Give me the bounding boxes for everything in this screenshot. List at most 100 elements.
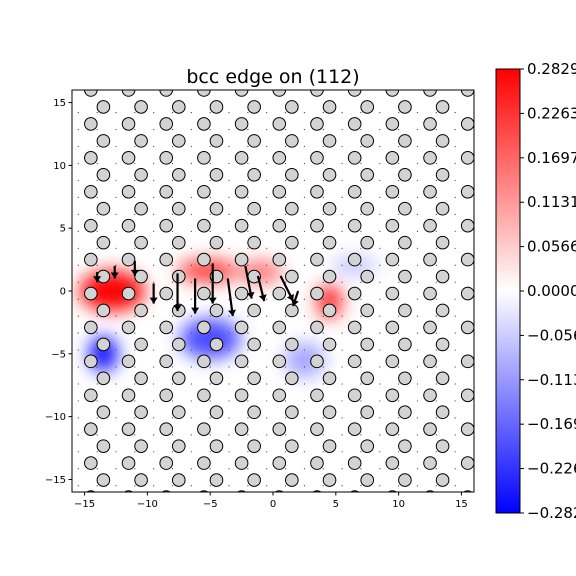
field-dot	[266, 196, 268, 199]
field-dot	[341, 417, 343, 419]
field-dot	[416, 128, 419, 131]
atom-marker	[234, 354, 249, 369]
field-dot	[341, 468, 343, 470]
field-dot	[209, 281, 211, 283]
atom-marker	[473, 172, 474, 178]
atom-marker	[272, 320, 287, 335]
colorbar-ticks: 0.2829 0.2263 0.1697 0.1131 0.0566 0.0000 −0.0…	[520, 60, 576, 522]
field-dot	[209, 162, 211, 165]
atom-marker	[423, 286, 437, 301]
field-dot	[247, 162, 249, 165]
field-dot	[416, 485, 419, 487]
atom-marker	[272, 117, 287, 131]
atom-marker	[96, 303, 111, 318]
field-dot	[379, 434, 381, 436]
atom-marker	[134, 235, 148, 250]
field-dot	[77, 451, 79, 453]
atom-marker	[234, 456, 249, 470]
field-dot	[247, 145, 249, 148]
atom-marker	[197, 90, 211, 97]
atom-marker	[460, 354, 474, 369]
displacement-arrow	[130, 260, 139, 276]
atom-marker	[285, 439, 299, 453]
field-blob	[284, 342, 325, 378]
field-dot	[153, 349, 155, 351]
atom-marker	[310, 218, 324, 233]
atom-marker	[385, 354, 400, 369]
atom-marker	[272, 456, 287, 470]
field-dot	[153, 468, 155, 470]
atom-marker	[209, 371, 224, 386]
atom-marker	[72, 138, 73, 144]
field-dot	[96, 298, 98, 300]
atom-marker	[473, 375, 474, 381]
atom-marker	[84, 184, 98, 199]
field-dot	[134, 451, 136, 453]
atom-marker	[310, 90, 324, 97]
field-dot	[96, 179, 98, 182]
field-dot	[322, 485, 324, 487]
atom-marker	[96, 473, 111, 487]
field-dot	[398, 485, 400, 487]
field-dot	[322, 179, 324, 182]
field-dot	[398, 451, 400, 453]
displacement-arrow	[93, 272, 102, 283]
atom-marker	[385, 456, 400, 470]
atom-marker	[234, 320, 249, 335]
field-dot	[454, 179, 456, 182]
field-dot	[266, 264, 268, 266]
field-dot	[96, 247, 98, 249]
field-dot	[284, 349, 287, 351]
field-dot	[96, 230, 98, 232]
field-dot	[416, 383, 419, 385]
field-dot	[96, 434, 98, 436]
field-dot	[454, 315, 456, 317]
field-dot	[228, 128, 230, 131]
field-dot	[96, 485, 98, 487]
field-dot	[435, 230, 437, 232]
atom-marker	[84, 320, 98, 335]
field-dot	[303, 196, 306, 199]
field-dot	[454, 434, 456, 436]
atom-marker	[423, 252, 437, 267]
atom-marker	[460, 286, 474, 301]
atom-marker	[360, 235, 375, 250]
atom-marker	[310, 456, 324, 470]
field-dot	[153, 417, 155, 419]
atom-marker	[197, 456, 211, 470]
atom-marker	[84, 117, 98, 131]
field-dot	[284, 468, 287, 470]
field-dot	[134, 315, 136, 317]
field-dot	[209, 468, 211, 470]
field-dot	[190, 281, 192, 283]
field-dot	[341, 383, 343, 385]
field-dot	[247, 349, 249, 351]
field-dot	[379, 247, 381, 249]
atom-marker	[385, 90, 400, 97]
field-dot	[77, 315, 79, 317]
field-dot	[115, 298, 117, 300]
field-dot	[435, 417, 437, 419]
field-dot	[303, 434, 306, 436]
field-dot	[266, 298, 268, 300]
field-dot	[266, 485, 268, 487]
atom-marker	[134, 303, 148, 318]
atom-marker	[435, 439, 450, 453]
atom-marker	[121, 422, 136, 436]
field-dot	[115, 434, 117, 436]
field-dot	[115, 196, 117, 199]
atom-marker	[385, 151, 400, 165]
field-dot	[153, 383, 155, 385]
atom-marker	[197, 252, 211, 267]
atom-marker	[121, 252, 136, 267]
field-dot	[190, 162, 192, 165]
field-dot	[303, 179, 306, 182]
field-dot	[303, 281, 306, 283]
field-dot	[416, 451, 419, 453]
atom-marker	[398, 269, 412, 284]
field-dot	[266, 247, 268, 249]
atom-marker	[96, 167, 111, 182]
field-dot	[266, 128, 268, 131]
atom-marker	[473, 138, 474, 144]
field-dot	[247, 468, 249, 470]
